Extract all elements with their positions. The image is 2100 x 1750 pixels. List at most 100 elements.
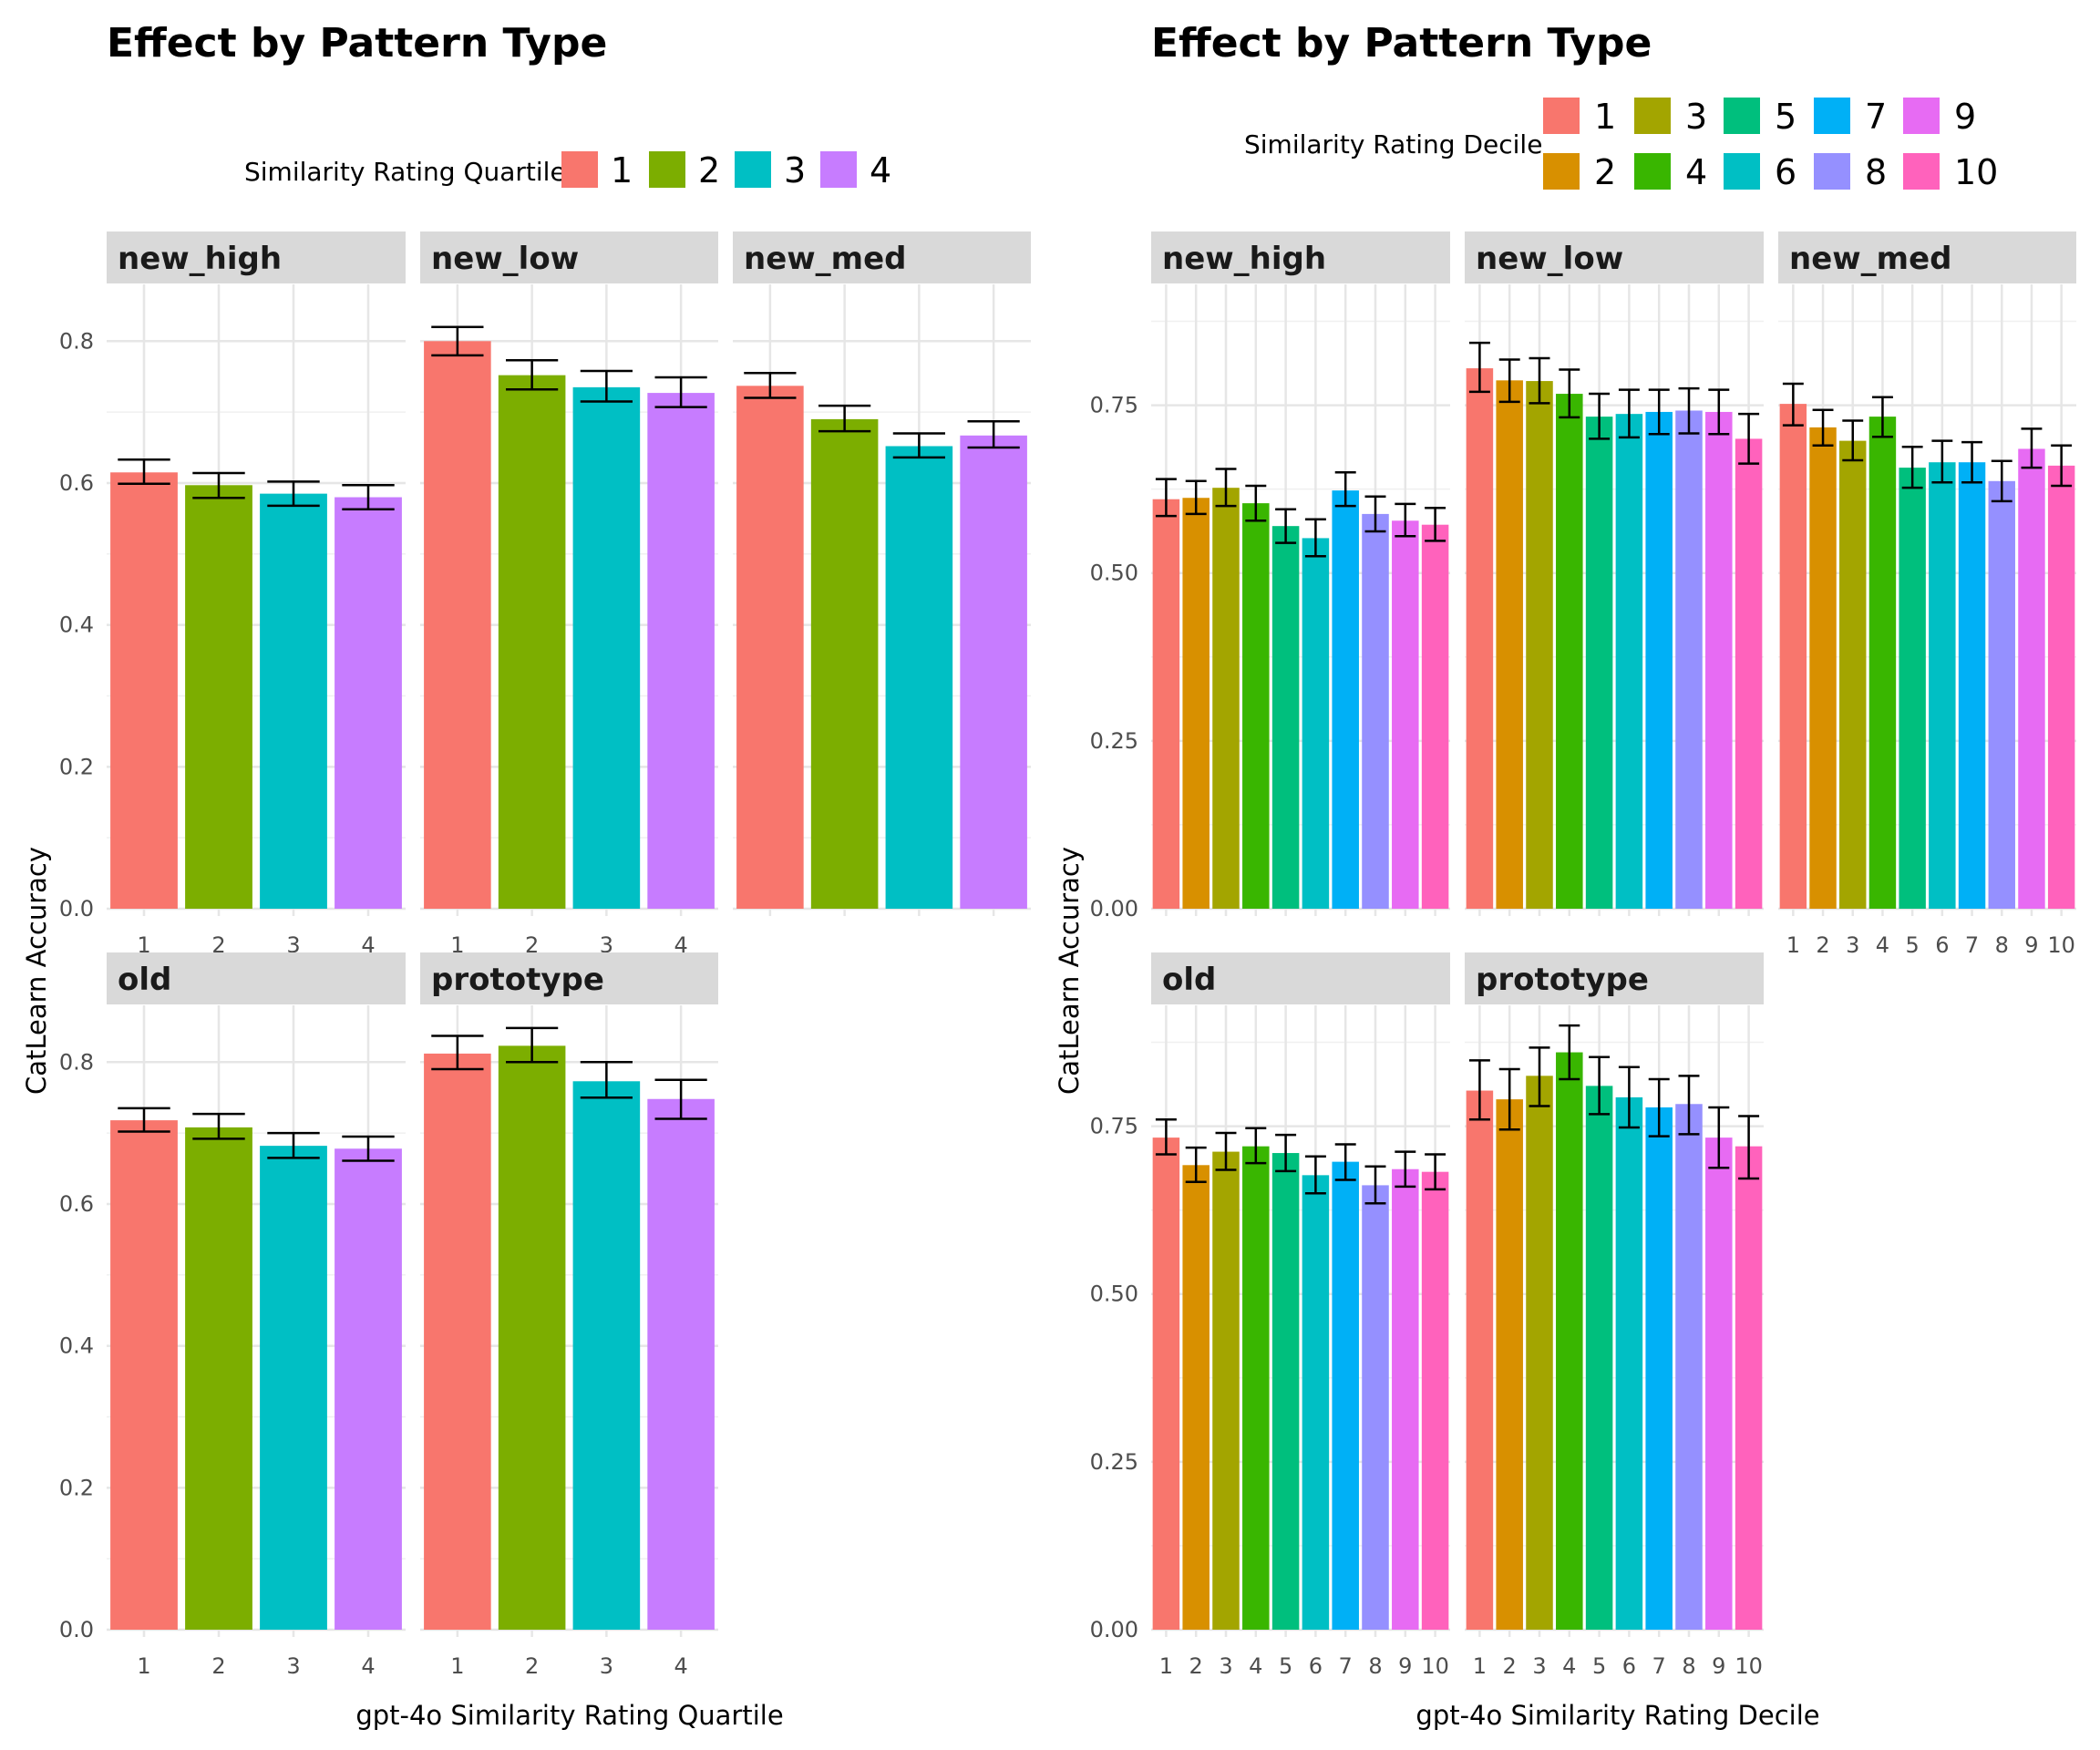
error-bar-new_med-4 bbox=[1872, 396, 1893, 438]
facet-strip-label: old bbox=[1162, 962, 1216, 998]
bar-new_low-1 bbox=[1466, 368, 1494, 909]
error-bar-new_low-1 bbox=[431, 325, 484, 357]
error-bar-old-5 bbox=[1275, 1133, 1297, 1173]
bar-new_high-1 bbox=[110, 472, 178, 909]
legend-swatch bbox=[1543, 153, 1580, 190]
facet-panel-new_high: new_high 0.00 0.25 0.50 0.75 bbox=[1090, 232, 1450, 921]
facet-panel-new_high: new_high 0.0 0.2 0.4 0.6 0.8 1 2 3 4 bbox=[59, 232, 406, 958]
legend-label: 4 bbox=[870, 150, 891, 190]
facet-panel-old: old 0.00 0.25 0.50 0.75 1 2 3 4 5 6 7 8 9 10 bbox=[1090, 952, 1450, 1679]
bar-new_low-3 bbox=[1526, 381, 1553, 909]
error-bar-prototype-2 bbox=[1498, 1067, 1520, 1131]
error-bar-new_low-7 bbox=[1648, 388, 1670, 436]
x-tick-label: 2 bbox=[1189, 1653, 1203, 1679]
x-tick-label: 7 bbox=[1965, 932, 1979, 958]
legend-label: 5 bbox=[1775, 97, 1796, 137]
facet-strip-background bbox=[1465, 952, 1764, 1004]
bar-new_high-9 bbox=[1392, 520, 1419, 909]
x-tick-label: 2 bbox=[1503, 1653, 1517, 1679]
legend-swatch bbox=[561, 151, 598, 188]
error-bar-old-3 bbox=[267, 1131, 320, 1159]
bar-old-2 bbox=[185, 1127, 252, 1630]
error-bar-new_med-7 bbox=[1961, 440, 1982, 484]
error-bar-new_high-2 bbox=[192, 471, 245, 499]
bar-new_low-1 bbox=[424, 341, 491, 910]
legend-label: 7 bbox=[1865, 97, 1887, 137]
error-bar-new_high-9 bbox=[1395, 502, 1416, 538]
bar-new_low-2 bbox=[1496, 380, 1523, 909]
error-bar-prototype-2 bbox=[506, 1026, 559, 1064]
y-tick-label: 0.8 bbox=[59, 328, 94, 354]
legend-item-4: 4 bbox=[820, 150, 891, 190]
x-tick-label: 7 bbox=[1652, 1653, 1666, 1679]
facet-panel-prototype: prototype 1 2 3 4 5 6 7 8 9 10 bbox=[1465, 952, 1764, 1679]
bar-new_low-3 bbox=[572, 386, 641, 909]
bar-new_low-2 bbox=[498, 375, 566, 909]
legend-label: 2 bbox=[1594, 152, 1616, 192]
bar-prototype-9 bbox=[1705, 1138, 1733, 1630]
x-tick-label: 3 bbox=[1846, 932, 1859, 958]
bar-prototype-1 bbox=[1466, 1090, 1494, 1630]
x-tick-label: 4 bbox=[1562, 1653, 1576, 1679]
x-tick-label: 2 bbox=[525, 932, 539, 958]
error-bar-old-1 bbox=[118, 1107, 170, 1133]
legend-item-10: 10 bbox=[1903, 152, 1998, 192]
facet-strip-label: new_med bbox=[744, 241, 907, 277]
bar-new_med-2 bbox=[810, 418, 879, 910]
facet-panel-new_med: new_med bbox=[733, 232, 1031, 916]
x-tick-label: 7 bbox=[1339, 1653, 1353, 1679]
legend-item-7: 7 bbox=[1814, 97, 1887, 137]
bar-prototype-1 bbox=[424, 1053, 491, 1630]
error-bar-new_med-1 bbox=[1782, 382, 1804, 427]
y-tick-label: 0.4 bbox=[59, 612, 94, 638]
error-bar-new_high-4 bbox=[342, 484, 395, 511]
legend-item-9: 9 bbox=[1903, 97, 1976, 137]
bar-prototype-4 bbox=[1556, 1052, 1583, 1630]
facet-panel-prototype: prototype 1 2 3 4 bbox=[420, 952, 718, 1679]
error-bar-prototype-3 bbox=[1529, 1046, 1550, 1107]
x-tick-label: 1 bbox=[450, 1653, 464, 1679]
error-bar-new_med-6 bbox=[1931, 439, 1953, 484]
bar-new_low-6 bbox=[1615, 414, 1643, 910]
bar-new_high-2 bbox=[185, 485, 252, 909]
error-bar-prototype-3 bbox=[580, 1061, 633, 1099]
x-tick-label: 6 bbox=[1935, 932, 1949, 958]
error-bar-new_low-4 bbox=[1559, 368, 1580, 419]
x-tick-label: 2 bbox=[525, 1653, 539, 1679]
bar-new_low-7 bbox=[1645, 411, 1673, 909]
facet-strip-label: new_low bbox=[431, 241, 579, 277]
legend-swatch bbox=[1724, 153, 1760, 190]
facet-strip-background bbox=[1778, 232, 2076, 283]
bar-new_med-3 bbox=[885, 446, 953, 909]
error-bar-prototype-7 bbox=[1648, 1077, 1670, 1138]
bar-prototype-4 bbox=[647, 1098, 715, 1630]
right-x-axis-title: gpt-4o Similarity Rating Decile bbox=[1415, 1700, 1819, 1731]
error-bar-new_low-9 bbox=[1708, 388, 1730, 436]
legend-label: 6 bbox=[1775, 152, 1796, 192]
x-tick-label: 3 bbox=[1219, 1653, 1232, 1679]
bar-prototype-6 bbox=[1615, 1096, 1643, 1630]
facet-strip-label: old bbox=[118, 962, 171, 998]
bar-new_med-4 bbox=[960, 435, 1027, 909]
facet-panel-new_low: new_low 1 2 3 4 bbox=[420, 232, 718, 958]
bar-old-10 bbox=[1421, 1171, 1449, 1630]
facet-strip-background bbox=[107, 952, 406, 1004]
bar-prototype-3 bbox=[572, 1081, 641, 1630]
error-bar-new_med-4 bbox=[967, 419, 1020, 449]
bar-new_med-7 bbox=[1958, 462, 1986, 909]
x-tick-label: 2 bbox=[1816, 932, 1829, 958]
bar-new_med-10 bbox=[2047, 465, 2075, 909]
legend-swatch bbox=[1634, 98, 1671, 134]
facet-strip-background bbox=[1465, 232, 1764, 283]
bar-new_med-8 bbox=[1988, 480, 2015, 909]
error-bar-prototype-6 bbox=[1618, 1065, 1640, 1129]
bar-prototype-2 bbox=[498, 1045, 566, 1630]
x-tick-label: 3 bbox=[600, 932, 613, 958]
error-bar-prototype-4 bbox=[654, 1078, 707, 1120]
x-tick-label: 1 bbox=[1786, 932, 1800, 958]
error-bar-old-8 bbox=[1364, 1165, 1386, 1205]
bar-new_med-1 bbox=[1779, 404, 1807, 909]
error-bar-new_med-2 bbox=[1812, 408, 1834, 448]
y-tick-label: 0.4 bbox=[59, 1333, 94, 1359]
